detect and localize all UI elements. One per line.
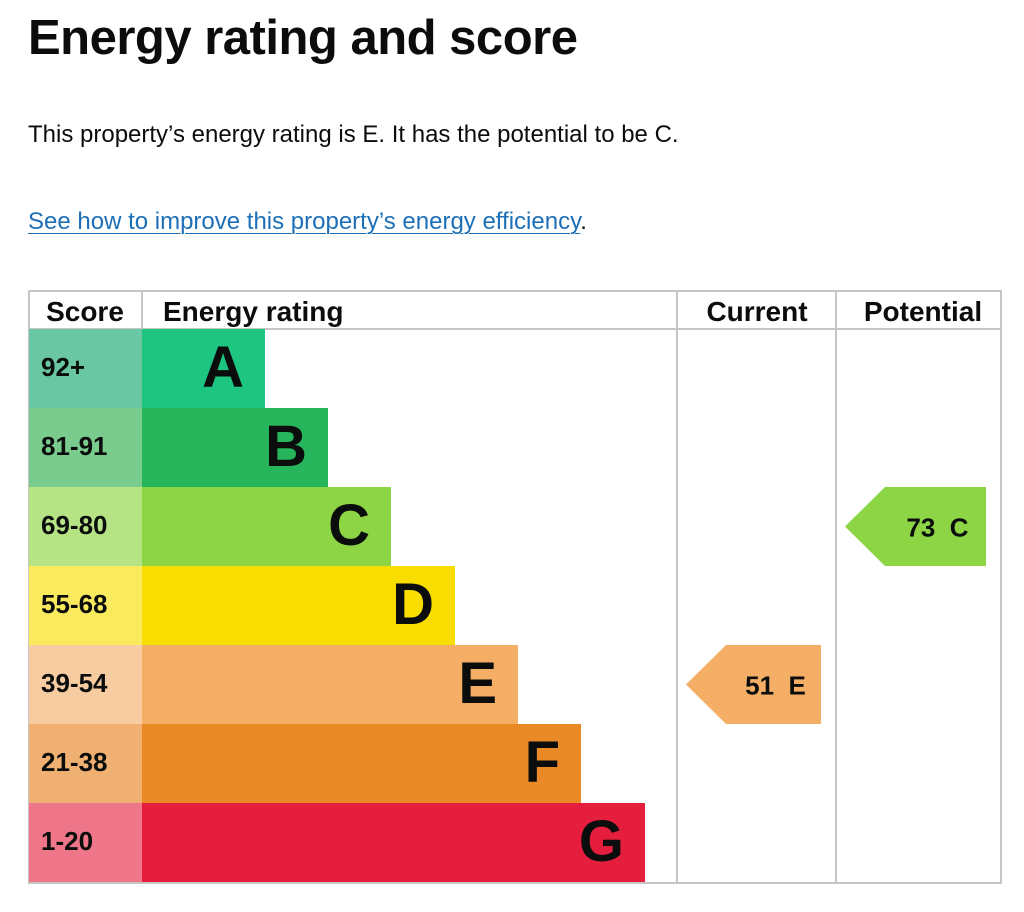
page-title: Energy rating and score <box>28 11 578 65</box>
improve-suffix: . <box>580 208 587 235</box>
rating-markers: 51 E 73 C <box>686 487 986 724</box>
score-range-e: 39-54 <box>41 668 108 698</box>
rating-bar-e <box>142 645 518 724</box>
rating-bands: 92+ A 81-91 B 69-80 C 55-68 D 39-54 E 21-38 F 1-20 G <box>29 329 645 882</box>
score-range-b: 81-91 <box>41 431 108 461</box>
current-rating-arrow <box>686 645 821 724</box>
rating-bar-d <box>142 566 455 645</box>
header-potential: Potential <box>864 296 982 327</box>
header-energy-rating: Energy rating <box>163 296 343 327</box>
rating-letter-a: A <box>202 335 244 400</box>
header-score: Score <box>46 296 124 327</box>
rating-letter-e: E <box>458 651 497 716</box>
rating-letter-f: F <box>525 730 560 795</box>
score-cell-b <box>29 408 142 487</box>
improve-paragraph: See how to improve this property’s energ… <box>28 205 587 239</box>
score-range-g: 1-20 <box>41 826 93 856</box>
header-current: Current <box>706 296 807 327</box>
rating-summary: This property’s energy rating is E. It h… <box>28 121 679 148</box>
rating-letter-b: B <box>265 414 307 479</box>
rating-bar-b <box>142 408 328 487</box>
score-cell-d <box>29 566 142 645</box>
score-range-d: 55-68 <box>41 589 108 619</box>
score-cell-g <box>29 803 142 882</box>
potential-rating-arrow <box>845 487 986 566</box>
rating-bar-f <box>142 724 581 803</box>
potential-rating-label: 73 C <box>906 513 968 543</box>
rating-bar-a <box>142 329 265 408</box>
improve-efficiency-link[interactable]: See how to improve this property’s energ… <box>28 208 581 235</box>
score-cell-c <box>29 487 142 566</box>
score-range-c: 69-80 <box>41 510 108 540</box>
score-range-f: 21-38 <box>41 747 108 777</box>
score-range-a: 92+ <box>41 352 85 382</box>
current-rating-label: 51 E <box>745 671 806 701</box>
score-cell-a <box>29 329 142 408</box>
score-cell-e <box>29 645 142 724</box>
rating-letter-c: C <box>328 493 370 558</box>
rating-bar-g <box>142 803 645 882</box>
rating-letter-d: D <box>392 572 434 637</box>
score-cell-f <box>29 724 142 803</box>
rating-letter-g: G <box>579 809 624 874</box>
rating-bar-c <box>142 487 391 566</box>
